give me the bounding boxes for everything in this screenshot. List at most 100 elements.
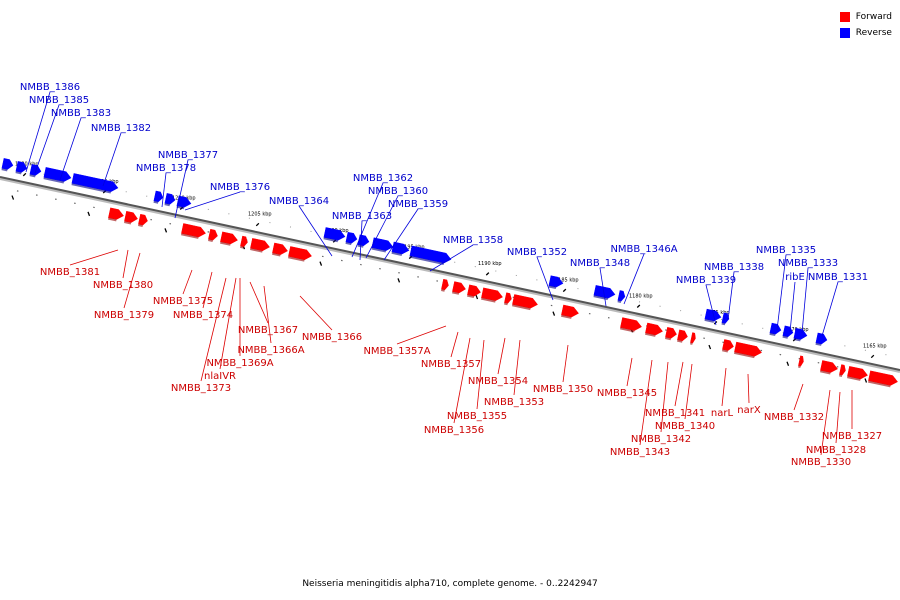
gene-rev-11[interactable] [371, 237, 394, 254]
gene-fwd-16[interactable] [561, 304, 580, 320]
gene-label: NMBB_1362 [353, 173, 413, 184]
gene-fwd-5[interactable] [220, 231, 239, 247]
gene-fwd-9[interactable] [288, 246, 313, 262]
gene-body [504, 292, 512, 304]
gene-rev-0[interactable] [1, 158, 14, 172]
leader-line [599, 267, 607, 307]
gene-fwd-13[interactable] [481, 287, 504, 304]
gene-rev-12[interactable] [391, 241, 410, 257]
gene-body [452, 281, 466, 294]
gene-rev-19[interactable] [769, 322, 782, 337]
gene-rev-17[interactable] [704, 308, 722, 324]
leader-line [684, 363, 693, 420]
gene-body [181, 223, 206, 238]
gene-fwd-23[interactable] [734, 341, 763, 359]
gene-fwd-24[interactable] [798, 355, 805, 369]
gene-fwd-7[interactable] [250, 238, 271, 254]
gene-rev-4[interactable] [71, 173, 119, 194]
gene-label: NMBB_1383 [51, 108, 111, 119]
gene-rev-6[interactable] [164, 193, 176, 207]
gene-fwd-22[interactable] [722, 339, 735, 354]
gene-label: NMBB_1366A [237, 345, 304, 356]
gene-rev-22[interactable] [815, 332, 828, 347]
gene-rev-13[interactable] [409, 245, 452, 266]
gene-label: NMBB_1339 [676, 275, 736, 286]
gene-shadow [793, 338, 801, 342]
gene-rev-1[interactable] [15, 161, 28, 175]
gene-shadow [782, 335, 788, 339]
gene-fwd-11[interactable] [452, 281, 467, 296]
gene-rev-21[interactable] [793, 327, 808, 342]
gene-fwd-6[interactable] [240, 235, 249, 249]
gene-body [272, 242, 288, 255]
major-tick-lower [475, 294, 479, 300]
gene-fwd-26[interactable] [839, 364, 847, 378]
gene-fwd-10[interactable] [441, 278, 450, 292]
gene-label: NMBB_1366 [302, 332, 362, 343]
gene-fwd-25[interactable] [820, 360, 839, 376]
gene-shadow [220, 241, 231, 246]
gene-rev-15[interactable] [593, 285, 616, 301]
gene-fwd-1[interactable] [124, 210, 139, 225]
gene-fwd-27[interactable] [847, 366, 869, 382]
gene-fwd-19[interactable] [665, 327, 678, 341]
gene-shadow [391, 251, 403, 256]
gene-shadow [181, 233, 199, 239]
leader-line [25, 91, 51, 173]
gene-body [868, 370, 898, 386]
gene-fwd-20[interactable] [677, 329, 689, 344]
gene-fwd-2[interactable] [138, 213, 149, 227]
gene-fwd-14[interactable] [504, 292, 513, 306]
gene-body [722, 339, 734, 351]
gene-fwd-15[interactable] [512, 294, 539, 311]
gene-fwd-18[interactable] [645, 322, 664, 338]
major-tick-lower [552, 311, 556, 316]
gene-rev-3[interactable] [43, 167, 72, 184]
gene-rev-5[interactable] [153, 190, 164, 204]
gene-fwd-4[interactable] [208, 229, 219, 243]
gene-shadow [721, 322, 726, 326]
leader-line [102, 132, 122, 187]
gene-rev-10[interactable] [357, 234, 370, 249]
gene-label: NMBB_1369A [206, 358, 273, 369]
leader-line [161, 172, 167, 208]
gene-body [108, 207, 124, 220]
gene-rev-2[interactable] [29, 164, 42, 178]
legend-label-reverse: Reverse [855, 28, 892, 38]
gene-body [847, 366, 868, 380]
leader-line [476, 339, 485, 410]
gene-fwd-21[interactable] [690, 332, 697, 346]
gene-rev-9[interactable] [345, 231, 358, 246]
major-tick [636, 304, 641, 308]
gene-rev-7[interactable] [176, 195, 192, 211]
gene-rev-16[interactable] [617, 290, 626, 304]
leader-line [623, 253, 645, 305]
legend-item-reverse: Reverse [839, 25, 892, 41]
gene-shadow [820, 370, 831, 375]
gene-shadow [815, 342, 822, 346]
gene-fwd-12[interactable] [467, 284, 482, 299]
gene-body [441, 278, 449, 291]
gene-label: NMBB_1378 [136, 163, 196, 174]
gene-rev-18[interactable] [721, 312, 730, 326]
gene-fwd-0[interactable] [108, 207, 125, 223]
axis-shadow [0, 177, 900, 373]
gene-label: NMBB_1330 [791, 457, 851, 468]
gene-shadow [288, 256, 305, 262]
gene-shadow [665, 337, 672, 341]
gene-fwd-28[interactable] [868, 370, 899, 389]
major-tick-lower [319, 261, 323, 266]
gene-body [71, 173, 119, 192]
gene-label: NMBB_1382 [91, 123, 151, 134]
gene-body [815, 332, 828, 345]
gene-shadow [690, 342, 693, 345]
gene-shadow [512, 304, 531, 311]
gene-fwd-8[interactable] [272, 242, 289, 258]
gene-fwd-17[interactable] [620, 317, 643, 334]
gene-fwd-3[interactable] [181, 223, 207, 241]
gene-body [176, 195, 192, 208]
leader-line [202, 271, 213, 309]
gene-rev-8[interactable] [323, 227, 346, 243]
gene-body [345, 231, 358, 244]
gene-rev-14[interactable] [548, 275, 564, 291]
